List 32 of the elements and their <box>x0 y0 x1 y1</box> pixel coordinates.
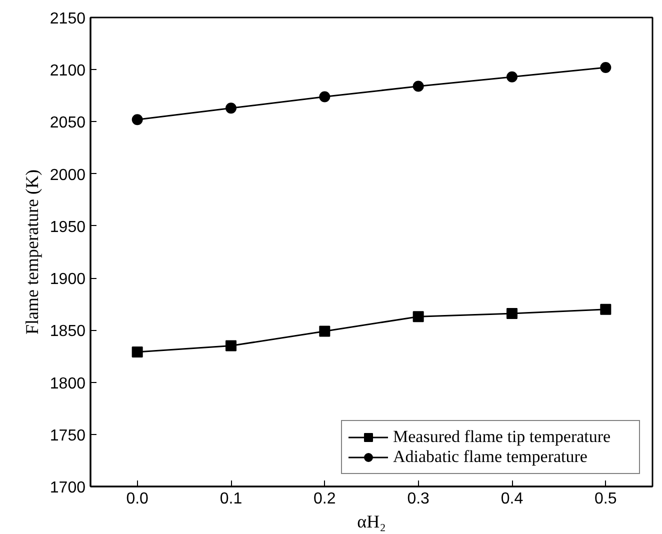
point <box>412 311 424 322</box>
point <box>132 346 143 358</box>
point <box>506 308 518 319</box>
y-tick-label: 2050 <box>50 114 86 132</box>
point <box>226 102 236 114</box>
y-tick-label: 1800 <box>50 375 86 392</box>
x-tick-label: 0.0 <box>126 490 149 508</box>
y-tick-label: 2150 <box>50 10 86 28</box>
point <box>319 91 330 102</box>
y-axis-title: Flame temperature (K) <box>22 170 42 334</box>
y-tick-label: 1700 <box>50 480 86 496</box>
y-tick-label: 1950 <box>50 218 86 236</box>
y-tick-label: 2100 <box>50 62 86 80</box>
x-tick-label: 0.5 <box>594 490 617 508</box>
legend-label: Measured flame tip temperature <box>393 427 612 447</box>
point <box>506 71 518 82</box>
y-tick-label: 2000 <box>50 166 86 184</box>
y-tick-label: 1900 <box>50 271 86 288</box>
x-tick-label: 0.3 <box>407 490 430 508</box>
point <box>412 80 424 92</box>
point <box>226 340 236 352</box>
x-tick-label: 0.2 <box>314 490 336 508</box>
x-axis-title: αH₂ <box>357 512 386 532</box>
x-tick-label: 0.4 <box>500 490 524 508</box>
point <box>319 326 330 337</box>
y-tick-label: 1750 <box>50 427 86 444</box>
x-tick-label: 0.1 <box>220 490 242 508</box>
y-tick-label: 1850 <box>50 323 86 340</box>
point <box>132 114 143 126</box>
legend-label: Adiabatic flame temperature <box>393 447 588 467</box>
point <box>600 304 612 315</box>
point <box>600 62 612 74</box>
